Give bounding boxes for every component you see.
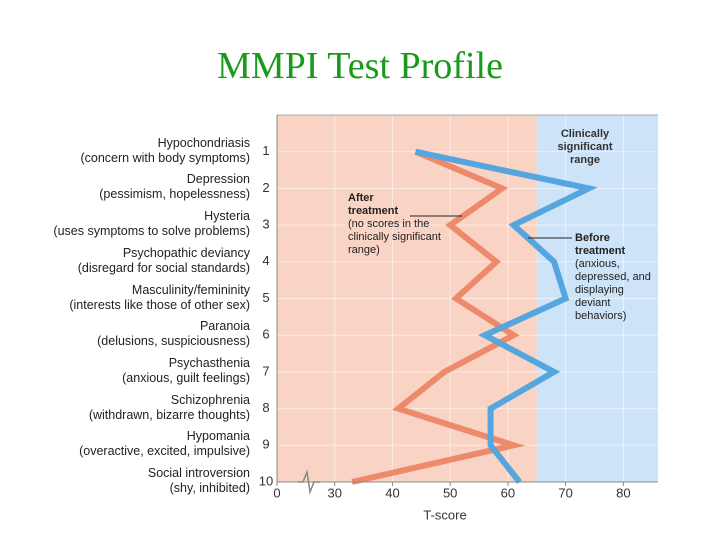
x-axis-label: T-score [423,507,466,522]
category-label: Masculinity/femininity [131,282,250,297]
category-label: Hypomania [186,429,250,444]
category-label: Psychopathic deviancy [122,245,250,260]
chart-title: MMPI Test Profile [217,45,503,87]
annotation: Before treatment (anxious, depressed, and… [575,232,660,323]
category-label: Social introversion [147,466,250,480]
lines [351,148,598,485]
y-tick-label: 5 [262,290,269,305]
y-tick-label: 2 [262,180,269,195]
category-note: (interests like those of other sex) [69,297,250,312]
series-line [414,148,598,484]
series-name: Before treatment [575,232,626,257]
category-note: (shy, inhibited) [169,481,250,495]
category-note: (uses symptoms to solve problems) [53,224,250,239]
category-label: Hysteria [204,209,250,224]
y-tick-label: 7 [262,363,269,378]
x-tick-label: 80 [616,485,630,500]
category-label: Paranoia [199,319,250,334]
x-tick-label: 50 [443,485,457,500]
series-line [351,148,526,485]
y-tick-label: 6 [262,327,269,342]
axes: 0 30 40 50 60 70 80 1 2 3 4 5 6 7 8 9 10 [259,114,658,500]
category-label: Depression [186,172,250,187]
series-name: After treatment [348,192,399,217]
series-note: (no scores in the clinically significant… [348,218,441,256]
category-note: (overactive, excited, impulsive) [79,444,250,459]
y-tick-label: 9 [262,437,269,452]
y-tick-label: 3 [262,217,269,232]
y-tick-label: 8 [262,400,269,415]
category-note: (disregard for social standards) [77,260,250,275]
y-tick-label: 10 [259,473,273,488]
x-tick-label: 40 [385,485,399,500]
y-tick-label: 4 [262,253,269,268]
category-label: Psychasthenia [168,355,250,370]
x-tick-label: 30 [327,485,341,500]
region-label: Clinically significant range [557,128,613,166]
category-label: Schizophrenia [170,392,250,407]
annotation: After treatment (no scores in the clinica… [348,192,441,257]
x-tick-label: 60 [501,485,515,500]
x-tick-label: 70 [558,485,572,500]
category-note: (delusions, suspiciousness) [97,334,250,349]
category-label: Hypochondriasis [157,135,250,150]
category-note: (withdrawn, bizarre thoughts) [88,407,250,422]
x-tick-label: 0 [273,485,280,500]
y-tick-label: 1 [262,143,269,158]
series-note: (anxious, depressed, and displaying devi… [575,258,651,322]
axis-break [298,469,320,495]
category-note: (anxious, guilt feelings) [122,370,250,385]
category-note: (concern with body symptoms) [80,150,250,165]
category-note: (pessimism, hopelessness) [99,187,250,202]
